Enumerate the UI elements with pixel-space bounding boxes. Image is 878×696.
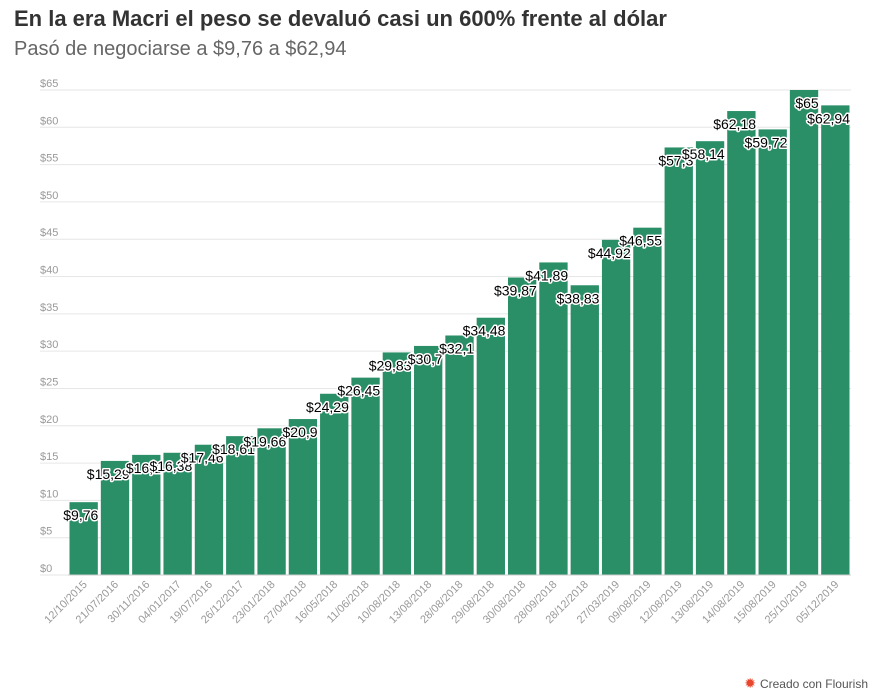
bar[interactable] — [601, 239, 631, 575]
bar[interactable] — [821, 105, 850, 576]
data-label: $17,46 — [181, 450, 224, 466]
y-tick-label: $45 — [40, 227, 58, 239]
bar[interactable] — [507, 277, 537, 575]
bar[interactable] — [100, 460, 130, 575]
y-tick-label: $50 — [40, 190, 58, 202]
data-label: $15,29 — [87, 466, 130, 482]
data-label: $9,76 — [63, 507, 98, 523]
bar[interactable] — [664, 147, 693, 575]
y-tick-label: $60 — [40, 115, 58, 127]
y-tick-label: $0 — [40, 563, 52, 575]
bar[interactable] — [320, 393, 349, 575]
y-tick-label: $5 — [40, 526, 52, 538]
bar[interactable] — [570, 285, 599, 575]
bar[interactable] — [476, 317, 505, 575]
y-tick-label: $10 — [40, 488, 58, 500]
data-label: $16,38 — [149, 458, 192, 474]
bar[interactable] — [414, 345, 443, 575]
flourish-logo-icon: ✹ — [744, 675, 756, 691]
bar[interactable] — [789, 90, 819, 575]
data-label: $44,92 — [588, 245, 631, 261]
credit-text: Creado con Flourish — [759, 676, 868, 691]
data-label: $46,55 — [619, 233, 662, 249]
data-label: $16,1 — [126, 460, 161, 476]
data-label: $39,87 — [494, 283, 537, 299]
bar[interactable] — [633, 227, 662, 575]
bar[interactable] — [257, 428, 286, 575]
chart-title: En la era Macri el peso se devaluó casi … — [14, 6, 667, 31]
data-label: $38,83 — [557, 290, 600, 306]
bar[interactable] — [351, 377, 380, 575]
bar[interactable] — [727, 111, 756, 576]
data-label: $59,72 — [745, 134, 788, 150]
bar[interactable] — [382, 352, 412, 575]
data-label: $26,45 — [337, 383, 380, 399]
bar[interactable] — [539, 262, 568, 575]
data-label: $18,61 — [212, 441, 255, 457]
data-label: $65 — [795, 95, 819, 111]
data-label: $57,3 — [658, 152, 693, 168]
y-tick-label: $15 — [40, 451, 58, 463]
data-label: $41,89 — [525, 267, 568, 283]
x-axis: 12/10/201521/07/201630/11/201604/01/2017… — [42, 574, 851, 626]
y-tick-label: $30 — [40, 339, 58, 351]
data-label: $62,94 — [807, 110, 850, 126]
data-label: $19,66 — [243, 433, 286, 449]
y-axis: $0 $5 $10 $15 $20 $25 $30 $35 $40 $45 $50 $55 $60 $65 — [40, 78, 58, 575]
data-label: $62,18 — [713, 116, 756, 132]
data-label: $58,14 — [682, 146, 725, 162]
y-tick-label: $55 — [40, 153, 58, 165]
y-tick-label: $65 — [40, 78, 58, 90]
y-tick-label: $40 — [40, 265, 58, 277]
data-label: $30,7 — [408, 351, 443, 367]
bar[interactable] — [445, 335, 474, 575]
chart-subtitle: Pasó de negociarse a $9,76 a $62,94 — [14, 38, 347, 60]
bar[interactable] — [695, 141, 725, 575]
bar[interactable] — [163, 452, 192, 575]
data-labels: $9,76 $15,29$16,1$16,38$17,46$18,61$19,66… — [62, 94, 852, 525]
bar[interactable] — [226, 436, 255, 575]
data-label: $29,83 — [369, 357, 412, 373]
flourish-credit[interactable]: ✹ Creado con Flourish — [744, 675, 868, 692]
data-label: $32,1 — [439, 340, 474, 356]
y-tick-label: $35 — [40, 302, 58, 314]
bar[interactable] — [758, 129, 787, 576]
bar[interactable] — [288, 419, 318, 575]
data-label: $24,29 — [306, 399, 349, 415]
bars — [69, 90, 850, 576]
data-label: $34,48 — [463, 323, 506, 339]
y-tick-label: $20 — [40, 414, 58, 426]
bar[interactable] — [132, 454, 161, 575]
data-label: $20,9 — [283, 424, 318, 440]
bar[interactable] — [194, 444, 224, 575]
y-tick-label: $25 — [40, 376, 58, 388]
bar[interactable] — [69, 502, 98, 575]
